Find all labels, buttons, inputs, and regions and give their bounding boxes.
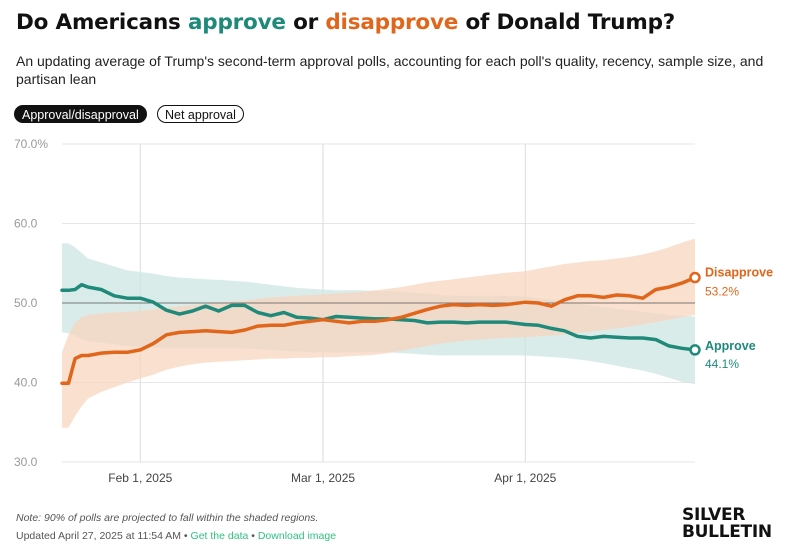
footnote: Note: 90% of polls are projected to fall… (16, 512, 319, 524)
chart-subtitle: An updating average of Trump's second-te… (16, 53, 764, 87)
silver-bulletin-logo: SILVER BULLETIN (682, 505, 772, 542)
download-image-link[interactable]: Download image (257, 530, 337, 542)
x-tick-label: Mar 1, 2025 (291, 471, 355, 485)
net-approval-toggle[interactable]: Net approval (157, 105, 244, 123)
approve-end-marker (689, 344, 701, 356)
disapprove-interval-band (62, 238, 695, 428)
get-data-link[interactable]: Get the data (190, 530, 249, 542)
y-tick-label: 60.0 (14, 217, 38, 231)
approval-chart: 30.0 40.0 50.0 60.0 70.0% Feb 1, 2025 Mar 1, 2… (14, 137, 773, 485)
y-tick-label: 70.0% (14, 137, 48, 151)
title-approve-word: approve (187, 10, 286, 35)
approve-line (60, 282, 697, 352)
disapprove-series-label: Disapprove (705, 266, 773, 280)
disapprove-line (60, 275, 697, 386)
approve-end-value: 44.1% (705, 357, 739, 371)
approve-series-label: Approve (705, 339, 756, 353)
chart-title: Do Americans approve or disapprove of Do… (16, 10, 676, 35)
disapprove-end-value: 53.2% (705, 285, 739, 299)
y-tick-label: 50.0 (14, 296, 38, 310)
updated-timestamp: Updated April 27, 2025 at 11:54 AM (16, 530, 182, 542)
y-tick-label: 30.0 (14, 455, 38, 469)
updated-line: Updated April 27, 2025 at 11:54 AM • Get… (16, 530, 337, 542)
title-disapprove-word: disapprove (325, 10, 459, 35)
x-tick-label: Feb 1, 2025 (108, 471, 172, 485)
disapprove-end-marker (689, 271, 701, 284)
x-tick-label: Apr 1, 2025 (494, 471, 556, 485)
y-tick-label: 40.0 (14, 376, 38, 390)
approval-disapproval-toggle[interactable]: Approval/disapproval (14, 105, 147, 123)
